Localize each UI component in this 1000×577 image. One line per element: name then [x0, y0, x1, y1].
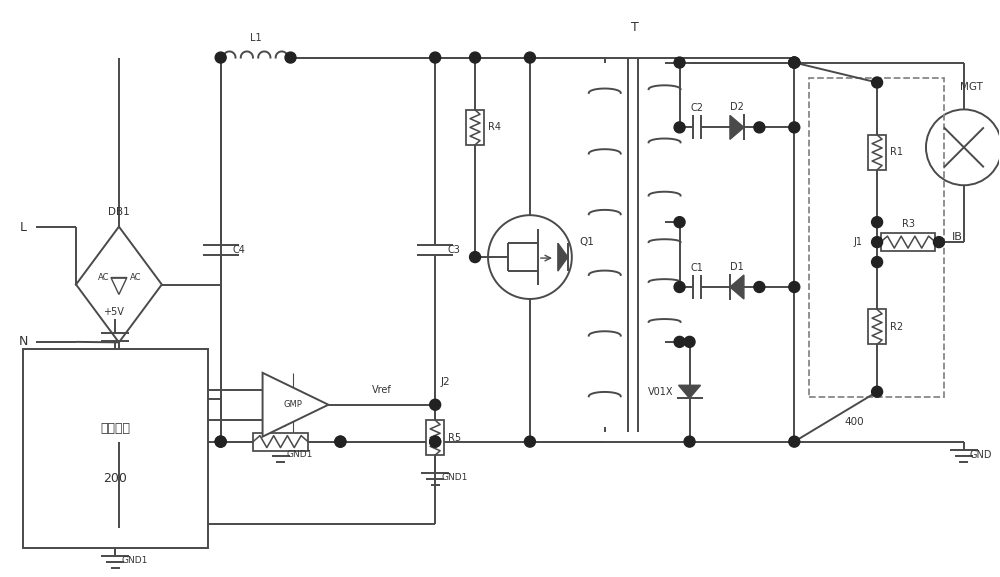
Circle shape: [789, 436, 800, 447]
Circle shape: [215, 436, 226, 447]
Circle shape: [754, 122, 765, 133]
Text: Q1: Q1: [580, 237, 595, 247]
Text: R2: R2: [890, 322, 903, 332]
Circle shape: [674, 336, 685, 347]
Text: R1: R1: [890, 147, 903, 158]
Circle shape: [684, 336, 695, 347]
Circle shape: [335, 436, 346, 447]
Text: R5: R5: [448, 433, 461, 443]
Circle shape: [789, 57, 800, 68]
Text: MGT: MGT: [960, 83, 983, 92]
Circle shape: [789, 57, 800, 68]
Circle shape: [674, 282, 685, 293]
Text: GND: GND: [970, 449, 992, 460]
Text: D1: D1: [730, 262, 744, 272]
Circle shape: [215, 52, 226, 63]
Circle shape: [430, 436, 441, 447]
Text: GND1: GND1: [121, 556, 148, 565]
Bar: [809, 77, 944, 397]
Text: 控制模块: 控制模块: [100, 422, 130, 435]
Text: C3: C3: [447, 245, 460, 254]
Circle shape: [524, 436, 535, 447]
Circle shape: [674, 57, 685, 68]
Circle shape: [872, 217, 883, 228]
Text: L1: L1: [250, 32, 261, 43]
Polygon shape: [558, 243, 568, 271]
Circle shape: [215, 436, 226, 447]
Text: AC: AC: [130, 273, 142, 282]
Circle shape: [872, 257, 883, 268]
Text: R4: R4: [488, 122, 501, 132]
Text: C4: C4: [233, 245, 246, 254]
Text: R3: R3: [902, 219, 915, 229]
Text: J1: J1: [853, 237, 862, 247]
Polygon shape: [730, 115, 744, 140]
Circle shape: [789, 122, 800, 133]
Text: L: L: [20, 220, 27, 234]
Circle shape: [684, 436, 695, 447]
Text: T: T: [631, 21, 639, 34]
Text: C2: C2: [691, 103, 704, 114]
Circle shape: [285, 52, 296, 63]
Circle shape: [872, 386, 883, 397]
Circle shape: [430, 399, 441, 410]
Circle shape: [430, 52, 441, 63]
Bar: [466, 110, 484, 145]
Circle shape: [933, 237, 944, 248]
Text: Vref: Vref: [372, 385, 392, 395]
Text: V01X: V01X: [648, 387, 673, 397]
Text: 200: 200: [103, 472, 127, 485]
Bar: [426, 420, 444, 455]
Text: R6: R6: [274, 419, 287, 429]
Text: GMP: GMP: [283, 400, 302, 409]
Text: 400: 400: [844, 417, 864, 426]
Text: C1: C1: [691, 263, 703, 273]
Circle shape: [674, 122, 685, 133]
Text: GND1: GND1: [287, 449, 313, 459]
Circle shape: [789, 57, 800, 68]
Polygon shape: [679, 385, 701, 398]
Bar: [881, 233, 935, 251]
Circle shape: [524, 52, 535, 63]
Circle shape: [470, 252, 481, 263]
Circle shape: [872, 77, 883, 88]
Circle shape: [872, 237, 883, 248]
Bar: [23, 349, 208, 548]
Bar: [253, 433, 308, 451]
Polygon shape: [263, 373, 328, 437]
Bar: [868, 309, 886, 344]
Circle shape: [470, 52, 481, 63]
Text: AC: AC: [98, 273, 110, 282]
Text: DB1: DB1: [108, 207, 130, 217]
Polygon shape: [730, 275, 744, 299]
Circle shape: [674, 217, 685, 228]
Text: IB: IB: [952, 232, 963, 242]
Circle shape: [754, 282, 765, 293]
Text: N: N: [18, 335, 28, 349]
Text: +5V: +5V: [103, 307, 124, 317]
Circle shape: [430, 436, 441, 447]
Text: GND1: GND1: [441, 473, 468, 482]
Bar: [868, 135, 886, 170]
Circle shape: [789, 282, 800, 293]
Text: J2: J2: [440, 377, 450, 387]
Circle shape: [335, 436, 346, 447]
Text: D2: D2: [730, 103, 744, 113]
